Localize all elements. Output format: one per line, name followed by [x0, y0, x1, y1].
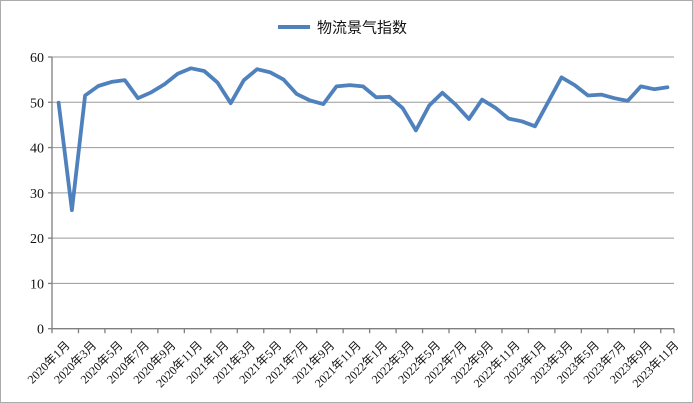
y-tick-label: 20	[30, 232, 44, 247]
y-tick-label: 50	[30, 96, 44, 111]
y-tick-label: 30	[30, 187, 44, 202]
y-tick-label: 40	[30, 142, 44, 157]
y-axis-labels: 0 10 20 30 40 50 60	[30, 51, 44, 338]
data-series	[56, 66, 670, 213]
y-tick-label: 10	[30, 277, 44, 292]
legend-label: 物流景气指数	[317, 20, 407, 37]
gridlines	[52, 56, 674, 284]
y-tick-label: 0	[37, 323, 44, 338]
x-axis-labels: 2020年1月2020年3月2020年5月2020年7月2020年9月2020年…	[25, 338, 682, 390]
legend: 物流景气指数	[278, 20, 407, 37]
axes	[48, 56, 675, 334]
y-tick-label: 60	[30, 51, 44, 66]
series-line	[56, 66, 670, 213]
